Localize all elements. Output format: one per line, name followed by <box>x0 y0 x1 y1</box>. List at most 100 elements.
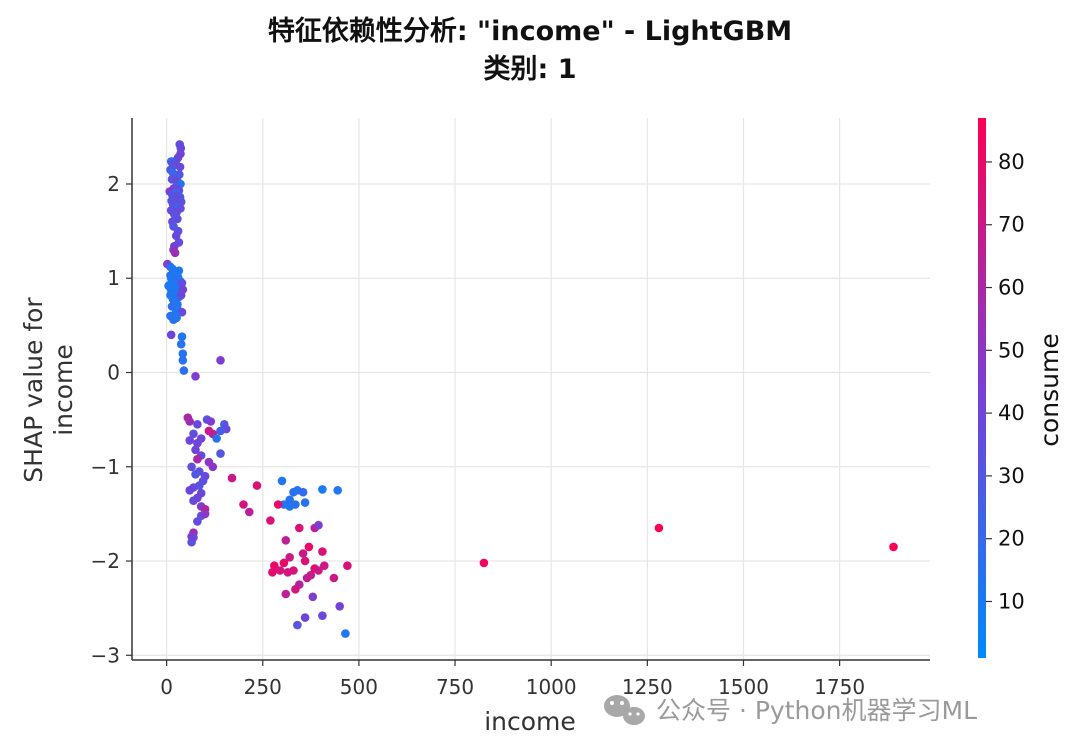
y-ticks: −3 −2 −1 0 1 2 <box>91 172 132 667</box>
scatter-point <box>298 549 308 558</box>
scatter-point <box>245 507 254 517</box>
scatter-point <box>341 629 350 638</box>
scatter-point <box>176 290 186 300</box>
colorbar-label: consume <box>1035 333 1064 447</box>
scatter-point <box>169 315 178 325</box>
scatter-point <box>193 517 202 526</box>
scatter-point <box>178 356 188 365</box>
x-tick-label: 500 <box>340 675 378 699</box>
scatter-point <box>291 500 300 509</box>
scatter-point <box>216 426 225 436</box>
x-tick-label: 250 <box>244 675 282 699</box>
scatter-point <box>189 496 198 506</box>
scatter-point <box>318 485 327 494</box>
colorbar-tick-label: 70 <box>998 213 1025 237</box>
scatter-point <box>175 162 185 172</box>
watermark-text: 公众号 · Python机器学习ML <box>656 696 977 725</box>
scatter-point <box>281 536 291 545</box>
scatter-point <box>193 454 202 464</box>
x-tick-label: 1750 <box>814 675 865 699</box>
scatter-point <box>889 542 898 552</box>
scatter-point <box>177 307 187 317</box>
chart-title: 特征依赖性分析: "income" - LightGBM <box>268 16 792 47</box>
scatter-point <box>277 476 287 486</box>
scatter-point <box>227 473 237 483</box>
scatter-point <box>179 366 189 375</box>
scatter-point <box>285 553 295 562</box>
scatter-point <box>281 589 291 599</box>
scatter-point <box>191 470 200 479</box>
scatter-point <box>266 516 275 525</box>
x-tick-label: 1000 <box>526 675 577 699</box>
scatter-point <box>333 486 343 495</box>
scatter-point <box>170 248 180 258</box>
colorbar-tick-label: 20 <box>998 527 1025 551</box>
scatter-point <box>212 434 221 443</box>
scatter-point <box>335 602 345 611</box>
x-tick-label: 1500 <box>718 675 769 699</box>
scatter-point <box>285 495 295 505</box>
axes <box>131 118 930 661</box>
x-tick-label: 1250 <box>622 675 673 699</box>
scatter-point <box>289 566 298 575</box>
scatter-point <box>320 561 329 570</box>
y-tick-label: 2 <box>107 172 120 196</box>
watermark: 公众号 · Python机器学习ML <box>604 695 977 725</box>
scatter-point <box>302 573 312 583</box>
scatter-point <box>185 486 194 495</box>
scatter-point <box>191 372 200 381</box>
scatter-point <box>216 356 225 365</box>
scatter-point <box>200 509 210 519</box>
scatter-point <box>191 445 200 455</box>
scatter-point <box>178 349 188 359</box>
x-tick-label: 0 <box>160 675 173 699</box>
colorbar-tick-label: 50 <box>998 338 1025 362</box>
scatter-point <box>314 520 323 530</box>
scatter-point <box>177 332 187 342</box>
scatter-point <box>239 500 248 509</box>
colorbar <box>978 118 986 658</box>
y-tick-label: 0 <box>107 361 120 385</box>
y-tick-label: −2 <box>91 549 120 573</box>
scatter-point <box>189 429 198 439</box>
scatter-point <box>300 556 310 566</box>
scatter-point <box>189 533 198 542</box>
scatter-point <box>318 611 327 620</box>
scatter-point <box>275 566 285 575</box>
scatter-point <box>273 500 283 509</box>
wechat-icon <box>604 695 645 725</box>
x-ticks: 0 250 500 750 1000 1250 1500 1750 <box>160 660 865 699</box>
scatter-point <box>187 462 196 472</box>
scatter-point <box>291 585 300 594</box>
grid <box>132 118 930 660</box>
scatter-point <box>166 330 176 340</box>
colorbar-tick-label: 60 <box>998 276 1025 300</box>
scatter-point <box>300 613 310 622</box>
y-axis-label-line1: SHAP value for <box>19 297 48 483</box>
x-tick-label: 750 <box>436 675 474 699</box>
colorbar-tick-label: 30 <box>998 464 1025 488</box>
scatter-point <box>193 420 202 429</box>
y-axis-label-line2: income <box>49 344 78 436</box>
scatter-point <box>185 436 194 445</box>
scatter-point <box>252 481 262 490</box>
scatter-point <box>318 547 327 556</box>
scatter-point <box>343 561 352 570</box>
scatter-point <box>304 542 314 552</box>
scatter-point <box>193 438 202 448</box>
scatter-point <box>185 417 194 426</box>
scatter-point <box>308 592 318 602</box>
chart-subtitle: 类别: 1 <box>484 54 577 85</box>
scatter-point <box>298 487 308 497</box>
colorbar-tick-label: 40 <box>998 401 1025 425</box>
scatter-point <box>177 278 187 288</box>
colorbar-tick-label: 80 <box>998 150 1025 174</box>
colorbar-tick-label: 10 <box>998 589 1025 613</box>
scatter-point <box>295 523 304 533</box>
y-tick-label: 1 <box>107 266 120 290</box>
scatter-point <box>314 566 323 575</box>
y-tick-label: −3 <box>91 643 120 667</box>
scatter-point <box>479 558 489 568</box>
scatter-point <box>176 339 186 349</box>
